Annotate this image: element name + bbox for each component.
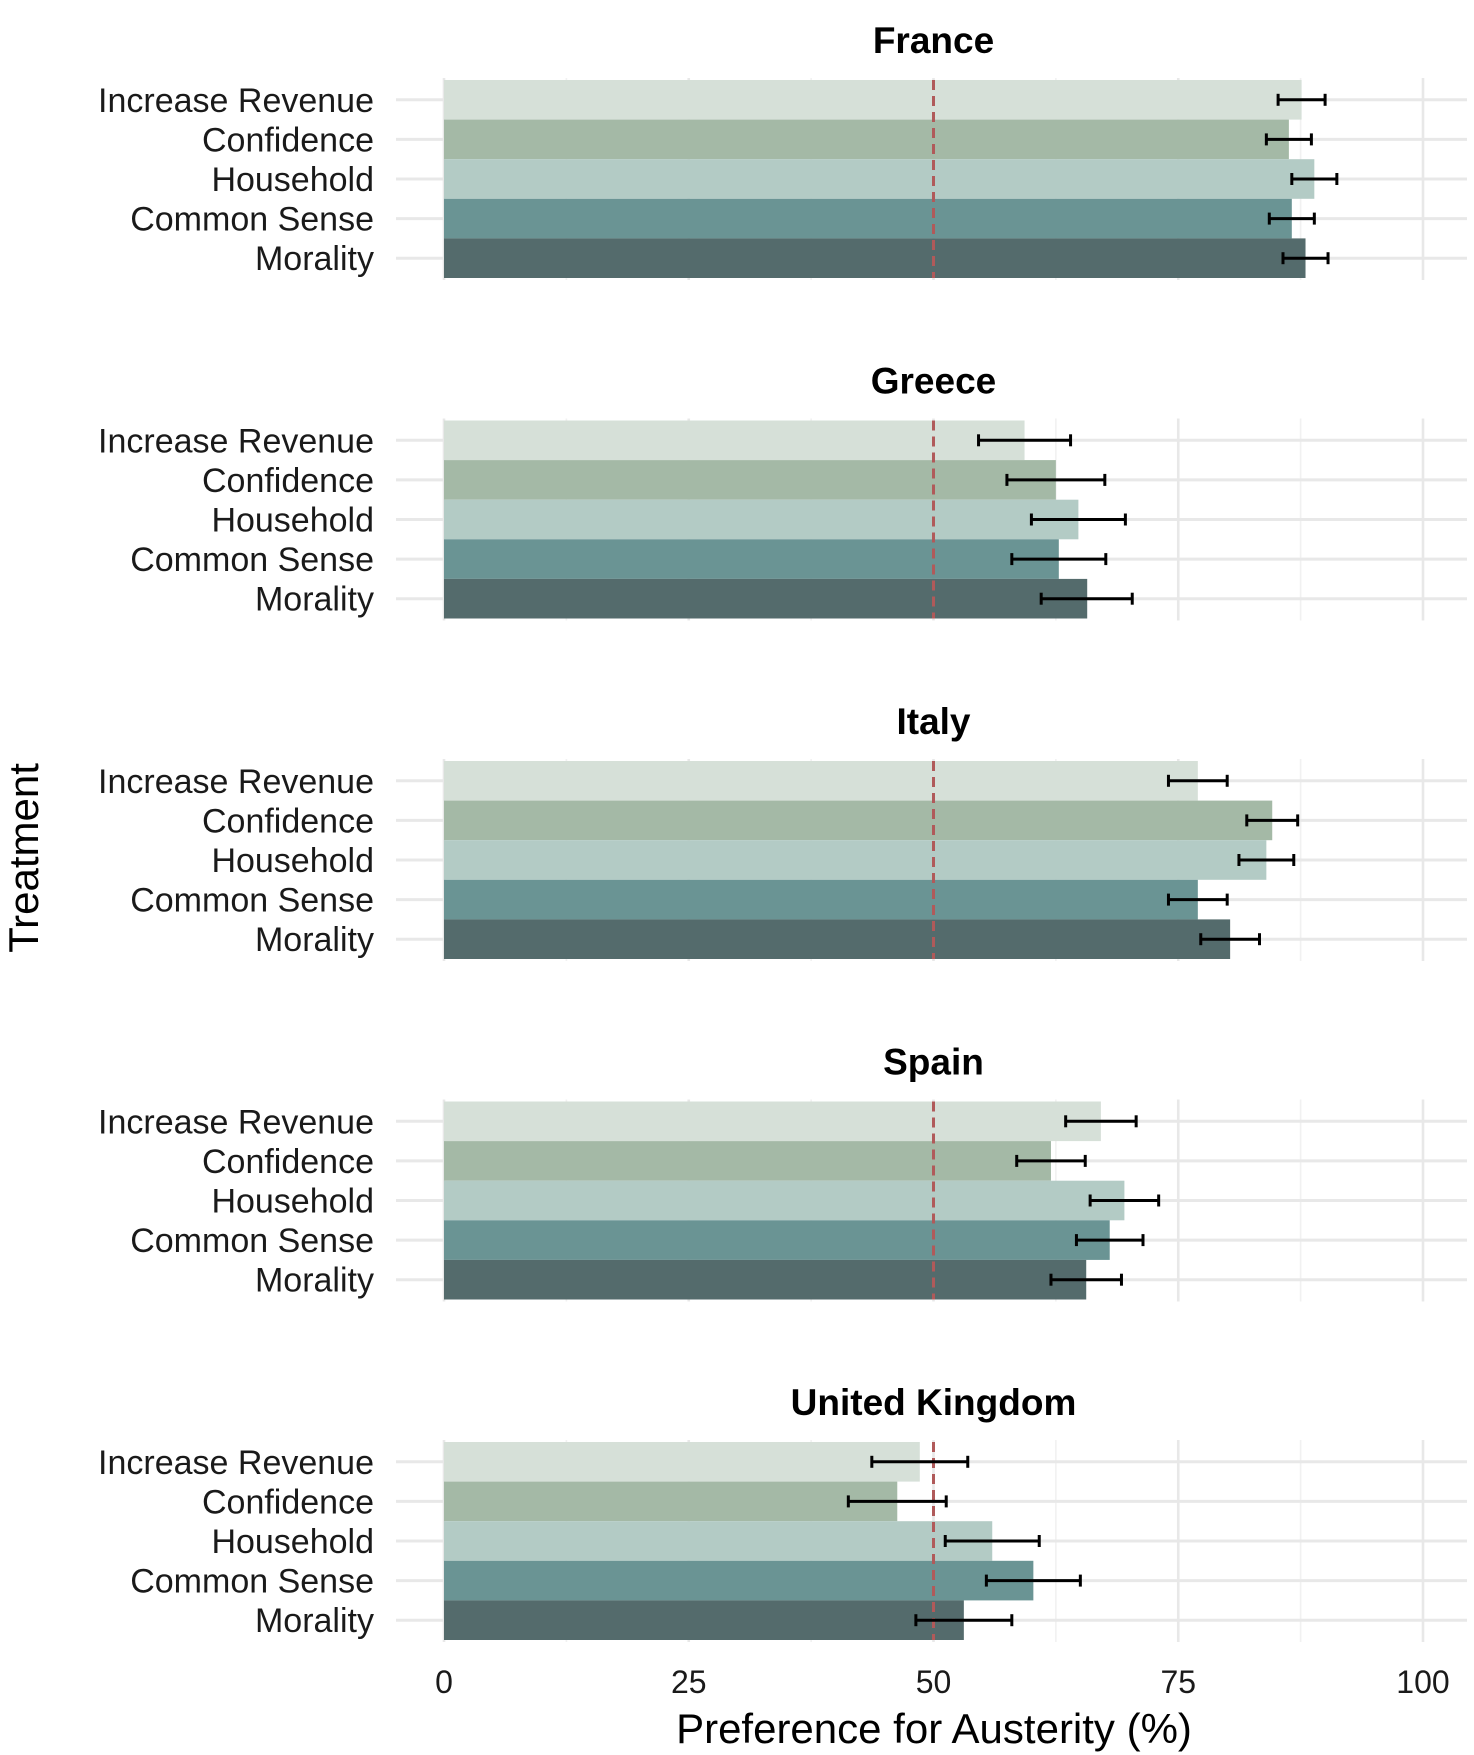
united-kingdom-increase-revenue-label: Increase Revenue — [98, 1444, 374, 1482]
greece-common-sense-label: Common Sense — [130, 541, 374, 579]
spain-panel-title: Spain — [883, 1042, 984, 1083]
greece-household-bar — [444, 499, 1079, 540]
italy-panel-title: Italy — [896, 701, 970, 742]
x-tick-label-100: 100 — [1396, 1664, 1449, 1700]
spain-common-sense-bar — [444, 1220, 1110, 1260]
united-kingdom-morality-bar — [444, 1600, 964, 1640]
italy-increase-revenue-bar — [444, 761, 1198, 801]
france-household-bar — [444, 159, 1315, 199]
france-panel-title: France — [873, 20, 994, 61]
greece-increase-revenue-label: Increase Revenue — [98, 422, 374, 460]
italy-common-sense-label: Common Sense — [130, 882, 374, 920]
italy-household-label: Household — [211, 842, 374, 880]
spain-increase-revenue-bar — [444, 1101, 1101, 1142]
france-morality-label: Morality — [255, 240, 374, 278]
spain-morality-label: Morality — [255, 1262, 374, 1300]
france-common-sense-label: Common Sense — [130, 201, 374, 239]
united-kingdom-common-sense-bar — [444, 1560, 1034, 1601]
france-morality-bar — [444, 238, 1306, 278]
spain-confidence-label: Confidence — [202, 1143, 374, 1181]
united-kingdom-household-bar — [444, 1521, 993, 1561]
france-increase-revenue-label: Increase Revenue — [98, 82, 374, 120]
x-tick-label-50: 50 — [916, 1664, 952, 1700]
united-kingdom-confidence-bar — [444, 1481, 898, 1522]
greece-morality-bar — [444, 578, 1088, 619]
greece-confidence-bar — [444, 460, 1056, 500]
france-increase-revenue-bar — [444, 80, 1302, 120]
greece-increase-revenue-bar — [444, 420, 1025, 461]
x-axis-title: Preference for Austerity (%) — [676, 1705, 1192, 1752]
italy-common-sense-bar — [444, 879, 1198, 920]
x-tick-label-75: 75 — [1160, 1664, 1196, 1700]
italy-household-bar — [444, 840, 1267, 880]
error-bars-layer — [846, 93, 1339, 1627]
spain-increase-revenue-label: Increase Revenue — [98, 1103, 374, 1141]
spain-morality-bar — [444, 1259, 1087, 1300]
united-kingdom-household-label: Household — [211, 1523, 374, 1561]
france-household-label: Household — [211, 161, 374, 199]
united-kingdom-common-sense-label: Common Sense — [130, 1563, 374, 1601]
spain-household-label: Household — [211, 1183, 374, 1221]
spain-confidence-bar — [444, 1141, 1051, 1181]
france-common-sense-bar — [444, 198, 1292, 239]
italy-morality-bar — [444, 919, 1231, 959]
united-kingdom-panel-title: United Kingdom — [791, 1382, 1077, 1423]
italy-increase-revenue-label: Increase Revenue — [98, 763, 374, 801]
spain-household-bar — [444, 1180, 1125, 1221]
greece-confidence-label: Confidence — [202, 462, 374, 500]
france-confidence-label: Confidence — [202, 121, 374, 159]
x-tick-label-25: 25 — [671, 1664, 707, 1700]
greece-panel-title: Greece — [871, 361, 997, 402]
united-kingdom-confidence-label: Confidence — [202, 1483, 374, 1521]
italy-confidence-bar — [444, 800, 1273, 841]
italy-morality-label: Morality — [255, 921, 374, 959]
greece-morality-label: Morality — [255, 581, 374, 619]
greece-common-sense-bar — [444, 539, 1059, 579]
bars-layer — [444, 80, 1315, 1640]
united-kingdom-increase-revenue-bar — [444, 1442, 920, 1482]
united-kingdom-morality-label: Morality — [255, 1602, 374, 1640]
france-confidence-bar — [444, 119, 1289, 160]
italy-confidence-label: Confidence — [202, 802, 374, 840]
spain-common-sense-label: Common Sense — [130, 1222, 374, 1260]
x-tick-label-0: 0 — [435, 1664, 453, 1700]
greece-household-label: Household — [211, 502, 374, 540]
y-axis-title: Treatment — [0, 763, 47, 953]
